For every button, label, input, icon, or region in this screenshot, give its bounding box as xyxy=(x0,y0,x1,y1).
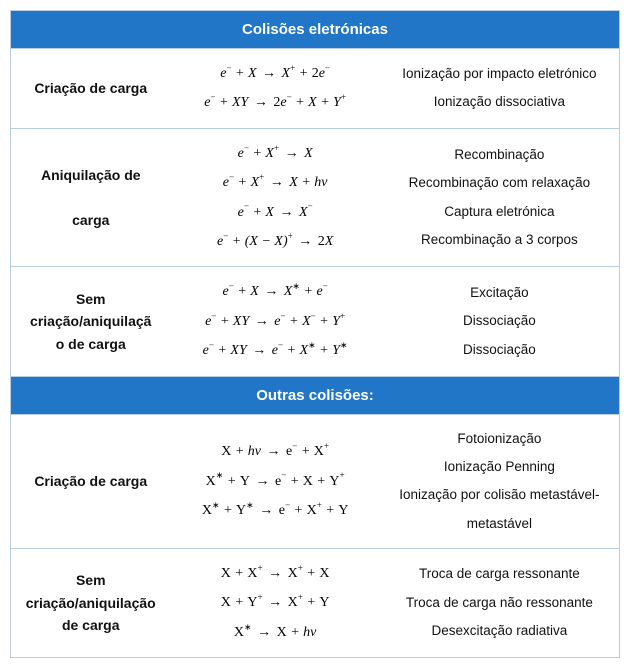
equation: e− + XY → e− + X∗ + Y∗ xyxy=(203,336,348,365)
descriptions-cell: Troca de carga ressonante Troca de carga… xyxy=(380,549,619,657)
equation: e− + (X − X)+ → 2X xyxy=(217,227,333,256)
section-header-2: Outras colisões: xyxy=(11,377,619,415)
description: Fotoionização xyxy=(457,425,541,453)
descriptions-cell: Excitação Dissociação Dissociação xyxy=(380,267,619,375)
description: Troca de carga ressonante xyxy=(419,560,580,588)
equation: e− + X → X∗ + e− xyxy=(222,277,327,306)
equations-cell: e− + X → X∗ + e− e− + XY → e− + X− + Y+ … xyxy=(170,267,379,375)
description: Ionização Penning xyxy=(444,453,555,481)
reactions-table: Colisões eletrónicas Criação de carga e−… xyxy=(10,10,620,658)
row-label: Semcriação/aniquilação de carga xyxy=(11,267,170,375)
equation: e− + X+ → X + hv xyxy=(223,168,328,197)
equation: e− + X+ → X xyxy=(238,139,313,168)
descriptions-cell: Fotoionização Ionização Penning Ionizaçã… xyxy=(380,415,619,548)
row-label: Criação de carga xyxy=(11,49,170,128)
table-row: Semcriação/aniquilação de carga e− + X →… xyxy=(11,267,619,376)
equation: X∗ → X + hv xyxy=(234,618,317,647)
description: Ionização por impacto eletrónico xyxy=(402,60,596,88)
equation: e− + XY → e− + X− + Y+ xyxy=(205,307,345,336)
row-label: Semcriação/aniquilaçãode carga xyxy=(11,549,170,657)
description: Dissociação xyxy=(463,336,536,364)
description: Excitação xyxy=(470,279,529,307)
table-row: Semcriação/aniquilaçãode carga X + X+ → … xyxy=(11,549,619,657)
description: Ionização por colisão metastável-metastá… xyxy=(386,481,613,538)
equation: e− + XY → 2e− + X + Y+ xyxy=(204,88,346,117)
description: Dissociação xyxy=(463,307,536,335)
equation: X + X+ → X+ + X xyxy=(221,559,330,588)
equations-cell: X + X+ → X+ + X X + Y+ → X+ + Y X∗ → X +… xyxy=(170,549,379,657)
section-header-1: Colisões eletrónicas xyxy=(11,11,619,49)
equation: e− + X → X+ + 2e− xyxy=(220,59,330,88)
description: Captura eletrónica xyxy=(444,198,554,226)
description: Recombinação a 3 corpos xyxy=(421,226,578,254)
table-row: Criação de carga e− + X → X+ + 2e− e− + … xyxy=(11,49,619,129)
description: Recombinação xyxy=(454,141,544,169)
row-label: Criação de carga xyxy=(11,415,170,548)
equations-cell: e− + X → X+ + 2e− e− + XY → 2e− + X + Y+ xyxy=(170,49,379,128)
description: Troca de carga não ressonante xyxy=(406,589,593,617)
descriptions-cell: Ionização por impacto eletrónico Ionizaç… xyxy=(380,49,619,128)
table-row: Criação de carga X + hv → e− + X+ X∗ + Y… xyxy=(11,415,619,549)
description: Desexcitação radiativa xyxy=(431,617,567,645)
equations-cell: X + hv → e− + X+ X∗ + Y → e− + X + Y+ X∗… xyxy=(170,415,379,548)
description: Recombinação com relaxação xyxy=(409,169,591,197)
table-row: Aniquilação decarga e− + X+ → X e− + X+ … xyxy=(11,129,619,268)
equation: e− + X → X− xyxy=(238,198,313,227)
equation: X + Y+ → X+ + Y xyxy=(221,588,330,617)
description: Ionização dissociativa xyxy=(434,88,565,116)
equation: X∗ + Y → e− + X + Y+ xyxy=(206,467,345,496)
row-label: Aniquilação decarga xyxy=(11,129,170,267)
equations-cell: e− + X+ → X e− + X+ → X + hv e− + X → X−… xyxy=(170,129,379,267)
descriptions-cell: Recombinação Recombinação com relaxação … xyxy=(380,129,619,267)
equation: X + hv → e− + X+ xyxy=(221,437,329,466)
equation: X∗ + Y∗ → e− + X+ + Y xyxy=(202,496,349,525)
